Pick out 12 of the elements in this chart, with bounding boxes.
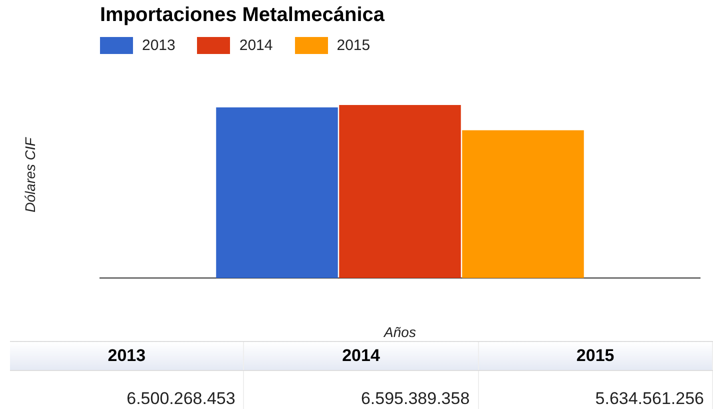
chart-title: Importaciones Metalmecánica (100, 4, 385, 27)
text: 5.634.561.256 (595, 389, 704, 408)
text: 2015 (576, 346, 614, 365)
x-axis-title: Años (382, 324, 417, 340)
text: 2013 (108, 346, 146, 365)
text: 6.500.268.453 (126, 389, 236, 408)
legend-label: 2013 (142, 37, 176, 54)
legend-label: 2014 (239, 37, 273, 54)
text: 6.595.389.358 (360, 389, 470, 408)
text: 2014 (342, 346, 380, 365)
y-axis-title: Dólares CIF (22, 138, 38, 212)
legend-label: 2015 (336, 37, 370, 54)
